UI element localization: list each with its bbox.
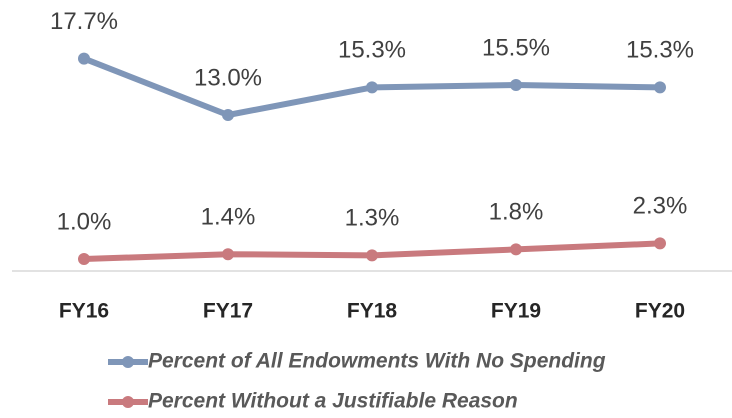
point — [654, 237, 666, 250]
point — [510, 243, 522, 256]
x-tick-label: FY18 — [347, 300, 398, 323]
point — [510, 79, 522, 91]
data-label: 13.0% — [194, 64, 262, 91]
data-label: 1.0% — [57, 208, 112, 235]
data-label: 1.3% — [345, 205, 400, 232]
data-label: 15.5% — [482, 34, 550, 61]
point — [366, 249, 378, 262]
point — [78, 52, 90, 65]
legend-marker — [122, 356, 134, 368]
x-tick-label: FY16 — [59, 300, 109, 323]
data-label: 2.3% — [633, 193, 688, 220]
data-label: 17.7% — [50, 8, 118, 35]
point — [78, 253, 90, 265]
legend-label: Percent Without a Justifiable Reason — [148, 390, 518, 413]
data-label: 15.3% — [338, 37, 406, 64]
x-tick-label: FY19 — [491, 300, 541, 323]
legend-label: Percent of All Endowments With No Spendi… — [148, 350, 606, 373]
x-tick-label: FY17 — [203, 300, 253, 323]
data-label: 1.4% — [201, 204, 256, 231]
point — [654, 81, 666, 94]
data-label: 15.3% — [626, 37, 694, 64]
point — [222, 248, 234, 261]
point — [366, 81, 378, 94]
legend-marker — [122, 396, 134, 408]
data-label: 1.8% — [489, 199, 544, 226]
point — [222, 109, 234, 121]
x-tick-label: FY20 — [635, 300, 685, 323]
